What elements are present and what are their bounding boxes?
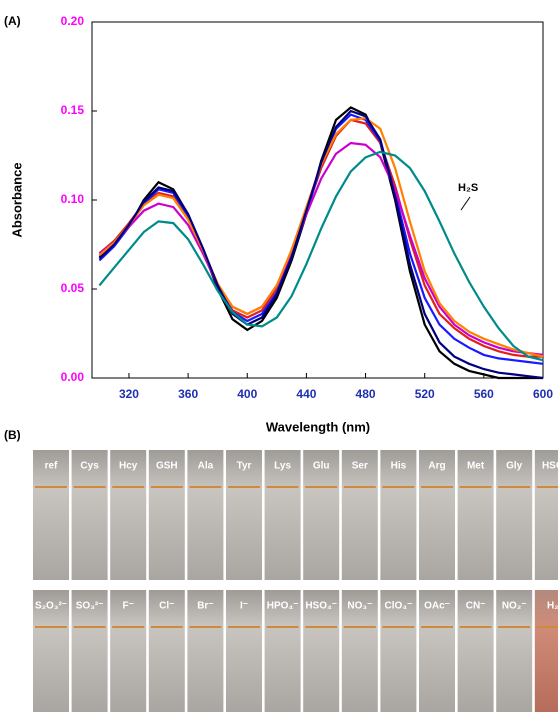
vial [457,450,494,580]
vial-label: Cl⁻ [159,601,174,612]
vial [380,450,417,580]
vial [110,450,147,580]
vial [534,590,558,712]
vial-label: Arg [428,461,445,472]
x-tick-label: 440 [296,387,316,401]
vial [226,450,262,580]
vial-label: ref [45,461,58,472]
vial [71,590,108,712]
spectrum-line [98,150,544,362]
spectrum-line [98,118,543,358]
vial [496,590,533,712]
vial-label: GSH [156,461,178,472]
vial-label: Br⁻ [197,601,213,612]
vial-label: ClO₄⁻ [384,601,412,612]
vial-label: Tyr [237,461,252,472]
x-axis-label: Wavelength (nm) [266,419,370,434]
spectrum-line [98,141,544,356]
x-tick-label: 360 [178,387,198,401]
vial [341,450,378,580]
vial-label: H₂ [547,601,558,612]
vial [33,590,69,712]
spectrum-line [98,109,544,380]
vial-label: HSO [542,461,558,472]
vial-label: Cys [80,461,99,472]
vial [33,450,69,580]
vial [419,590,455,712]
vial [380,590,417,712]
spectrum-line [98,106,543,380]
vial [148,450,185,580]
x-tick-label: 400 [237,387,257,401]
x-tick-label: 520 [415,387,435,401]
vial-label: Ala [198,461,214,472]
y-axis-label: Absorbance [9,162,24,237]
vial [264,590,301,712]
vial-label: SO₃²⁻ [76,601,104,612]
y-tick-label: 0.15 [61,103,85,117]
spectrum-line [98,113,544,365]
vial [187,590,224,712]
vial-label: Gly [506,461,523,472]
vial-label: OAc⁻ [424,601,450,612]
x-tick-label: 480 [356,387,376,401]
x-tick-label: 560 [474,387,494,401]
vial [187,450,224,580]
vial-label: Met [467,461,485,472]
vial [264,450,301,580]
vial [303,450,340,580]
vial-label: CN⁻ [466,601,486,612]
vial-label: Glu [313,461,330,472]
vial [226,590,262,712]
x-tick-label: 600 [533,387,553,401]
vial [419,450,455,580]
vial [496,450,533,580]
annotation: H₂S [458,182,478,194]
y-tick-label: 0.05 [61,281,85,295]
vial-label: I⁻ [240,601,248,612]
vial-label: NO₂⁻ [502,601,527,612]
vial [110,590,147,712]
vial-label: His [391,461,407,472]
y-tick-label: 0.00 [61,370,85,384]
x-tick-label: 320 [119,387,139,401]
vial [341,590,378,712]
vial-label: Hcy [119,461,138,472]
panel-label: (B) [4,428,21,442]
plot-frame [91,21,544,379]
y-tick-label: 0.20 [61,14,85,28]
vial [457,590,494,712]
vial [71,450,108,580]
vial-label: Ser [352,461,368,472]
vial-label: HPO₄⁻ [267,601,299,612]
y-tick-label: 0.10 [61,192,85,206]
vial [534,450,558,580]
vial [303,590,340,712]
panel-label: (A) [4,14,21,28]
vial-label: S₂O₃²⁻ [35,601,67,612]
vial-label: HSO₄⁻ [305,601,337,612]
vial [148,590,185,712]
vial-label: NO₃⁻ [347,601,372,612]
annotation-arrow [460,196,471,211]
vial-label: F⁻ [123,601,134,612]
vial-label: Lys [274,461,291,472]
spectrum-line [98,116,544,358]
